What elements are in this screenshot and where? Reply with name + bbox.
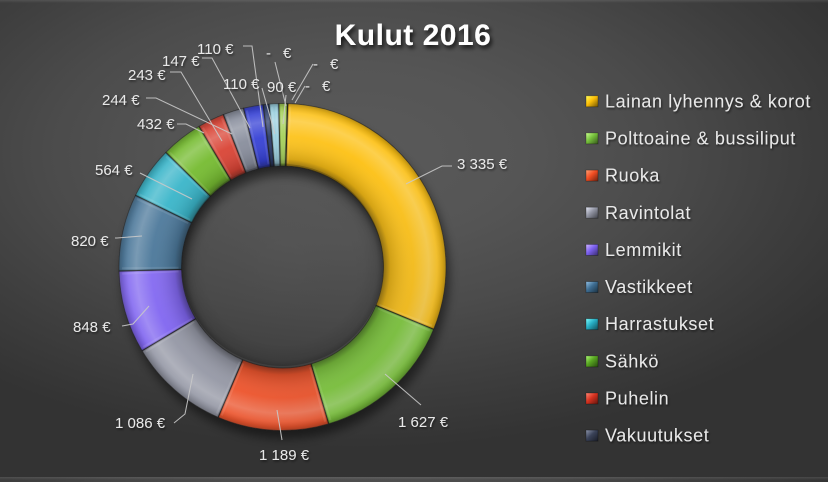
svg-text:243 €: 243 € (128, 67, 166, 84)
svg-text:Polttoaine & bussiliput: Polttoaine & bussiliput (605, 128, 796, 148)
svg-text:820 €: 820 € (71, 233, 109, 250)
svg-text:848 €: 848 € (73, 319, 111, 336)
svg-text:244 €: 244 € (102, 92, 140, 109)
svg-text:-: - (266, 45, 271, 62)
svg-text:Lemmikit: Lemmikit (605, 240, 682, 260)
svg-text:110 €: 110 € (197, 41, 234, 58)
svg-text:110 €: 110 € (223, 76, 260, 93)
svg-text:€: € (283, 45, 292, 62)
svg-text:Kulut 2016: Kulut 2016 (335, 19, 492, 52)
svg-text:Sähkö: Sähkö (605, 351, 659, 371)
svg-text:Ravintolat: Ravintolat (605, 203, 691, 223)
svg-text:3 335 €: 3 335 € (457, 156, 508, 173)
svg-text:Ruoka: Ruoka (605, 166, 660, 186)
svg-text:147 €: 147 € (162, 53, 200, 70)
svg-text:1 627 €: 1 627 € (398, 414, 449, 431)
svg-text:-: - (313, 56, 318, 73)
svg-text:-: - (305, 78, 310, 95)
svg-text:€: € (322, 78, 331, 95)
svg-text:564 €: 564 € (95, 162, 133, 179)
svg-text:Puhelin: Puhelin (605, 389, 669, 409)
svg-text:432 €: 432 € (137, 116, 175, 133)
svg-text:€: € (330, 56, 339, 73)
svg-text:Lainan lyhennys & korot: Lainan lyhennys & korot (605, 91, 811, 111)
svg-text:Vakuutukset: Vakuutukset (605, 426, 709, 446)
svg-text:1 086 €: 1 086 € (115, 415, 166, 432)
svg-text:1 189 €: 1 189 € (259, 447, 310, 464)
svg-text:Vastikkeet: Vastikkeet (605, 277, 693, 297)
svg-text:90 €: 90 € (267, 79, 297, 96)
svg-text:Harrastukset: Harrastukset (605, 314, 714, 334)
